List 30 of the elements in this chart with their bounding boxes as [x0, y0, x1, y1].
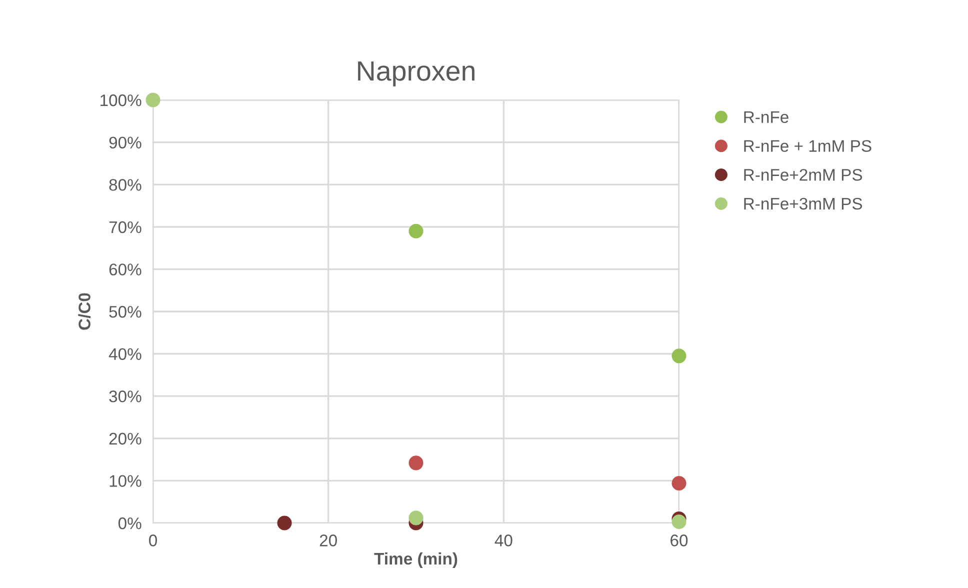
x-tick-label: 40 [494, 534, 512, 546]
point [408, 224, 424, 238]
y-tick-label: 30% [109, 390, 142, 402]
y-tick-label: 70% [109, 221, 142, 234]
y-tick-label: 90% [109, 136, 142, 149]
legend-label: R-nFe [744, 111, 788, 124]
y-tick-label: 0% [118, 517, 142, 530]
x-axis-title: Time (min) [374, 552, 458, 568]
y-tick-label: 80% [109, 179, 142, 191]
x-tick-label: 20 [320, 534, 337, 546]
point [672, 348, 686, 364]
y-tick-label: 10% [110, 475, 142, 487]
point [277, 516, 292, 530]
y-tick-label: 50% [109, 306, 142, 318]
legend-label: R-nFe+2mM PS [744, 168, 862, 181]
x-tick-label: 60 [670, 534, 688, 546]
point [672, 476, 686, 491]
point [146, 92, 160, 108]
chart-title: Naproxen [358, 61, 474, 86]
point [672, 514, 686, 530]
x-tick-label: 0 [149, 534, 157, 546]
y-tick-label: 20% [109, 432, 142, 445]
point [408, 510, 424, 526]
legend-label: R-nFe + 1mM PS [744, 140, 872, 152]
y-tick-label: 100% [100, 94, 142, 106]
legend-label: R-nFe+3mM PS [744, 198, 862, 210]
y-axis-title: C/C0 [78, 293, 91, 330]
y-tick-label: 60% [109, 264, 142, 276]
y-tick-label: 40% [108, 348, 142, 360]
point [408, 456, 424, 470]
